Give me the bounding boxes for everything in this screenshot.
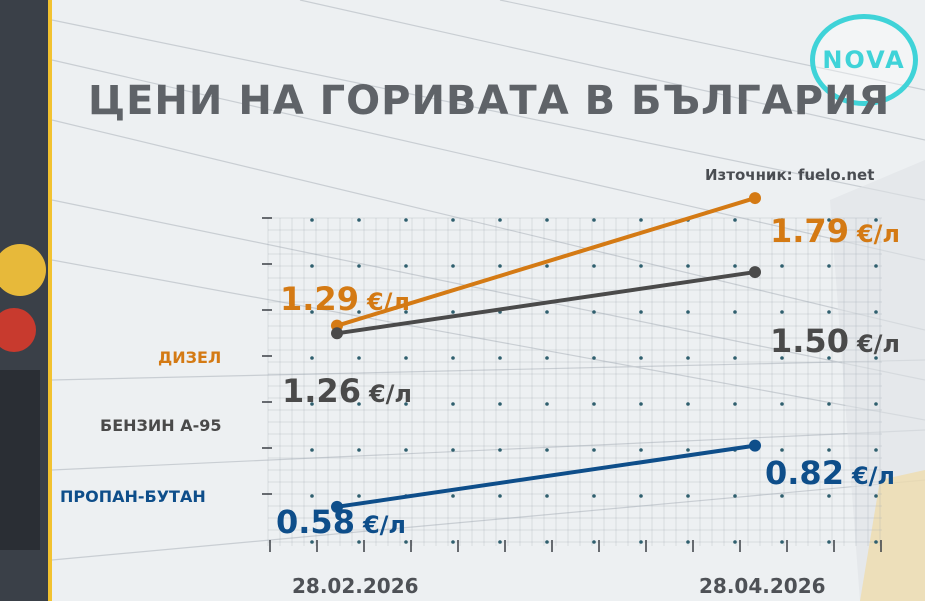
value-label-lpg-end: 0.82 €/л — [765, 457, 895, 489]
value-text: 1.79 — [770, 212, 849, 250]
data-point-petrol-1 — [749, 266, 761, 279]
accent-stripe — [48, 0, 52, 601]
unit-text: €/л — [856, 330, 900, 358]
series-line-petrol — [335, 270, 757, 336]
x-tick-label-end: 28.04.2026 — [699, 574, 826, 598]
source-label: Източник: fuelo.net — [705, 166, 875, 184]
value-label-diesel-end: 1.79 €/л — [770, 215, 900, 247]
series-line-diesel — [335, 196, 757, 328]
data-point-lpg-0 — [331, 500, 343, 513]
nova-logo: NOVA — [810, 14, 918, 106]
x-tick-label-start: 28.02.2026 — [292, 574, 419, 598]
data-point-petrol-0 — [331, 327, 343, 340]
value-text: 1.26 — [282, 372, 361, 410]
unit-text: €/л — [851, 462, 895, 490]
unit-text: €/л — [362, 511, 406, 539]
value-label-petrol-start: 1.26 €/л — [282, 375, 412, 407]
unit-text: €/л — [366, 288, 410, 316]
value-label-diesel-start: 1.29 €/л — [280, 283, 410, 315]
chart-title: ЦЕНИ НА ГОРИВАТА В БЪЛГАРИЯ — [88, 78, 891, 124]
series-label-petrol: БЕНЗИН А-95 — [100, 416, 222, 435]
logo-text: NOVA — [822, 46, 906, 74]
value-text: 1.29 — [280, 280, 359, 318]
value-text: 0.82 — [765, 454, 844, 492]
value-text: 0.58 — [276, 503, 355, 541]
unit-text: €/л — [368, 380, 412, 408]
series-label-lpg: ПРОПАН-БУТАН — [60, 487, 206, 506]
value-text: 1.50 — [770, 322, 849, 360]
series-line-lpg — [335, 443, 757, 509]
grid — [267, 217, 882, 546]
series-label-diesel: ДИЗЕЛ — [158, 348, 222, 367]
value-label-petrol-end: 1.50 €/л — [770, 325, 900, 357]
data-point-diesel-1 — [749, 192, 761, 205]
unit-text: €/л — [856, 220, 900, 248]
value-label-lpg-start: 0.58 €/л — [276, 506, 406, 538]
data-point-lpg-1 — [749, 439, 761, 452]
